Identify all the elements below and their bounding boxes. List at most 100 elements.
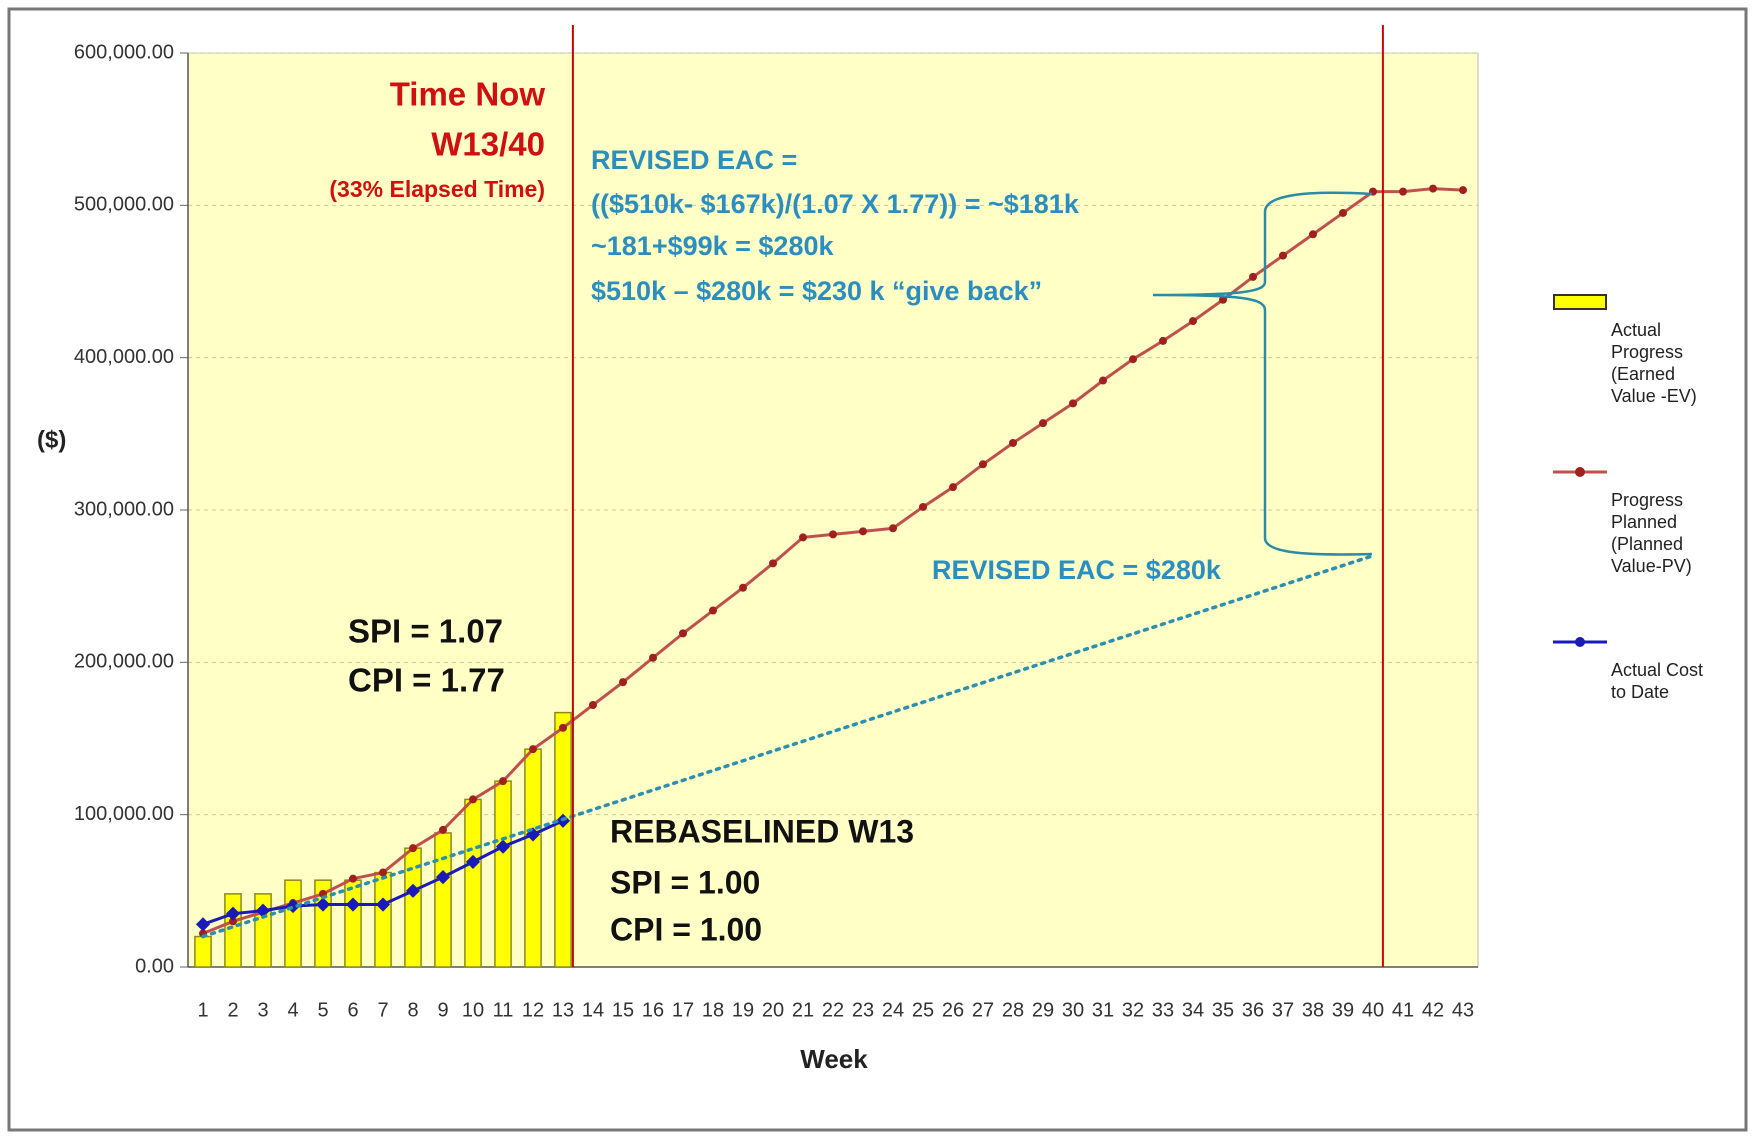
- legend-label: Progress Planned (Planned Value-PV): [1611, 490, 1692, 576]
- y-tick-label: 300,000.00: [74, 498, 174, 520]
- trend-line: [201, 553, 1375, 939]
- x-tick-label: 9: [437, 999, 448, 1021]
- marker: [1099, 376, 1107, 385]
- bar: [494, 780, 512, 968]
- marker: [1459, 186, 1467, 195]
- marker: [345, 897, 361, 912]
- x-tick-label: 32: [1122, 999, 1144, 1021]
- x-tick-label: 12: [522, 999, 544, 1021]
- x-tick-label: 8: [407, 999, 418, 1021]
- x-tick-label: 18: [702, 999, 724, 1021]
- x-tick-label: 40: [1362, 999, 1384, 1021]
- annotation: REBASELINED W13: [610, 813, 914, 849]
- x-tick-label: 17: [672, 999, 694, 1021]
- x-tick-label: 39: [1332, 999, 1354, 1021]
- x-tick-label: 14: [582, 999, 604, 1021]
- bar: [194, 935, 212, 968]
- x-tick-label: 15: [612, 999, 634, 1021]
- x-tick-label: 38: [1302, 999, 1324, 1021]
- bar: [434, 832, 452, 968]
- x-tick-label: 10: [462, 999, 484, 1021]
- marker: [195, 917, 211, 932]
- marker: [799, 533, 807, 542]
- annotation: REVISED EAC = $280k: [932, 555, 1222, 585]
- marker: [1399, 187, 1407, 196]
- annotation: CPI = 1.00: [610, 911, 762, 947]
- x-tick-label: 4: [287, 999, 298, 1021]
- swatch: [1575, 467, 1585, 477]
- marker: [679, 629, 687, 638]
- y-tick-label: 0.00: [135, 955, 174, 977]
- marker: [405, 883, 421, 898]
- annotation: ~181+$99k = $280k: [591, 231, 834, 261]
- marker: [379, 868, 387, 877]
- annotation: CPI = 1.77: [348, 662, 505, 699]
- marker: [739, 583, 747, 592]
- bar: [374, 871, 392, 968]
- swatch: [1575, 637, 1585, 647]
- marker: [979, 460, 987, 469]
- marker: [499, 777, 507, 786]
- marker: [829, 530, 837, 539]
- bar: [524, 748, 542, 968]
- marker: [889, 524, 897, 533]
- x-tick-label: 27: [972, 999, 994, 1021]
- y-tick-label: 600,000.00: [74, 41, 174, 63]
- y-axis-label: ($): [37, 426, 66, 453]
- marker: [649, 653, 657, 662]
- x-tick-label: 35: [1212, 999, 1234, 1021]
- marker: [465, 854, 481, 869]
- marker: [709, 606, 717, 615]
- marker: [229, 917, 237, 926]
- x-tick-label: 16: [642, 999, 664, 1021]
- x-tick-label: 36: [1242, 999, 1264, 1021]
- marker: [315, 897, 331, 912]
- marker: [1189, 317, 1197, 326]
- x-tick-label: 22: [822, 999, 844, 1021]
- x-tick-label: 7: [377, 999, 388, 1021]
- marker: [949, 483, 957, 492]
- marker: [1219, 295, 1227, 304]
- legend-swatch: [1553, 467, 1607, 477]
- x-tick-label: 23: [852, 999, 874, 1021]
- x-tick-label: 19: [732, 999, 754, 1021]
- bar: [224, 893, 242, 968]
- legend-item: Progress Planned (Planned Value-PV): [1551, 460, 1741, 576]
- annotation: SPI = 1.07: [348, 613, 503, 650]
- y-tick-label: 100,000.00: [74, 803, 174, 825]
- x-tick-label: 1: [197, 999, 208, 1021]
- marker: [589, 700, 597, 709]
- x-tick-label: 24: [882, 999, 904, 1021]
- x-tick-label: 28: [1002, 999, 1024, 1021]
- legend-swatch: [1553, 637, 1607, 647]
- marker: [859, 527, 867, 536]
- marker: [255, 903, 271, 918]
- marker: [1039, 419, 1047, 428]
- brace: [1152, 191, 1373, 556]
- y-tick-label: 400,000.00: [74, 346, 174, 368]
- x-tick-label: 25: [912, 999, 934, 1021]
- marker: [1279, 251, 1287, 260]
- marker: [1159, 336, 1167, 345]
- marker: [439, 825, 447, 834]
- x-tick-label: 29: [1032, 999, 1054, 1021]
- bar: [464, 798, 482, 968]
- marker: [1009, 438, 1017, 447]
- annotation: W13/40: [431, 126, 545, 163]
- marker: [375, 897, 391, 912]
- x-tick-label: 43: [1452, 999, 1474, 1021]
- x-tick-label: 31: [1092, 999, 1114, 1021]
- marker: [409, 844, 417, 853]
- x-tick-label: 30: [1062, 999, 1084, 1021]
- legend-label: Actual Cost to Date: [1611, 660, 1704, 702]
- annotation: (33% Elapsed Time): [329, 176, 545, 202]
- y-tick-label: 500,000.00: [74, 194, 174, 216]
- x-tick-label: 5: [317, 999, 328, 1021]
- x-tick-label: 21: [792, 999, 814, 1021]
- marker: [1129, 355, 1137, 364]
- x-tick-label: 42: [1422, 999, 1444, 1021]
- x-tick-label: 11: [493, 999, 514, 1021]
- x-tick-label: 20: [762, 999, 784, 1021]
- bar: [284, 879, 302, 968]
